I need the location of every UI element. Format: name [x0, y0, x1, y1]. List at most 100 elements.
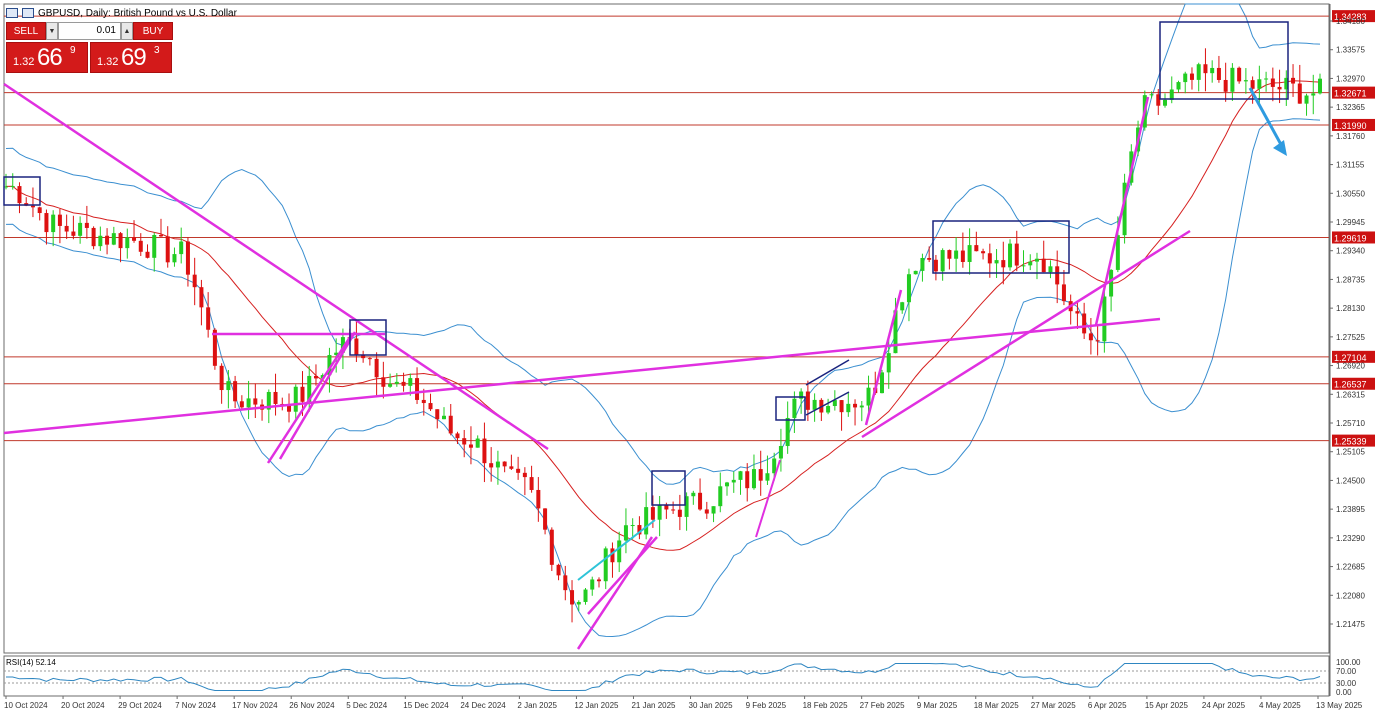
candle-body [502, 461, 507, 467]
chart-title: GBPUSD, Daily: British Pound vs U.S. Dol… [38, 7, 237, 19]
chart-window-icon[interactable] [6, 8, 18, 18]
candle-body [1055, 266, 1060, 285]
down-arrow-head [1273, 140, 1287, 156]
candle-body [725, 482, 730, 487]
candle-body [1210, 67, 1215, 74]
candle-body [1149, 94, 1154, 96]
trendline [3, 317, 1161, 435]
main-pane-border [3, 3, 1330, 654]
level-price-label: 1.25339 [1334, 437, 1367, 447]
price-tick-label: 1.25105 [1336, 448, 1365, 457]
lot-size-field[interactable]: 0.01 [58, 22, 121, 40]
bollinger-upper [5, 3, 1321, 485]
price-tick-label: 1.23895 [1336, 505, 1365, 514]
time-tick-label: 6 Apr 2025 [1088, 701, 1127, 710]
candle-body [132, 237, 137, 241]
time-tick-label: 10 Oct 2024 [4, 701, 48, 710]
candle-body [792, 398, 797, 418]
candle-body [859, 405, 864, 408]
candle-body [906, 274, 911, 303]
candle-body [1102, 296, 1107, 342]
candle-body [1277, 86, 1282, 90]
candle-body [408, 378, 413, 386]
candle-body [361, 355, 366, 359]
candle-body [1088, 333, 1093, 341]
candle-body [415, 378, 420, 400]
chart-title-bar: GBPUSD, Daily: British Pound vs U.S. Dol… [6, 6, 237, 20]
level-price-label: 1.27104 [1334, 353, 1367, 363]
time-tick-label: 18 Feb 2025 [803, 701, 848, 710]
rsi-tick-label: 30.00 [1336, 679, 1357, 688]
sell-price-button[interactable]: 1.32 66 9 [6, 42, 88, 73]
candle-body [974, 245, 979, 252]
candle-body [287, 404, 292, 412]
candle-body [111, 233, 116, 245]
candle-body [212, 329, 217, 366]
candle-body [1196, 64, 1201, 80]
candle-body [920, 257, 925, 271]
time-tick-label: 17 Nov 2024 [232, 701, 278, 710]
symbol-properties-icon[interactable] [22, 8, 34, 18]
candle-body [253, 398, 258, 405]
level-price-label: 1.26537 [1334, 380, 1367, 390]
level-price-label: 1.31990 [1334, 121, 1367, 131]
candle-body [718, 486, 723, 507]
candle-body [765, 473, 770, 481]
price-tick-label: 1.31760 [1336, 132, 1365, 141]
down-arrow-shaft [1248, 87, 1286, 151]
candle-body [1264, 78, 1269, 80]
candle-body [1122, 182, 1127, 236]
lot-decrease-icon[interactable]: ▼ [46, 22, 58, 40]
candle-body [664, 504, 669, 510]
candle-body [468, 444, 473, 448]
candle-body [630, 525, 635, 527]
price-tick-label: 1.29340 [1336, 247, 1365, 256]
trendline [864, 289, 903, 426]
price-tick-label: 1.32970 [1336, 74, 1365, 83]
sell-price-pips: 66 [37, 44, 63, 71]
candle-body [536, 489, 541, 509]
candle-body [78, 222, 83, 236]
candle-body [677, 509, 682, 517]
lot-increase-icon[interactable]: ▲ [121, 22, 133, 40]
candle-body [226, 381, 231, 391]
candle-body [522, 472, 527, 478]
time-tick-label: 13 May 2025 [1316, 701, 1363, 710]
candle-body [246, 398, 251, 408]
candle-body [125, 237, 130, 249]
candle-body [516, 468, 521, 473]
candle-body [71, 231, 76, 236]
candle-body [435, 409, 440, 420]
time-tick-label: 15 Dec 2024 [403, 701, 449, 710]
candle-body [273, 391, 278, 404]
sell-button[interactable]: SELL [6, 22, 46, 40]
time-tick-label: 27 Feb 2025 [860, 701, 905, 710]
buy-button[interactable]: BUY [133, 22, 173, 40]
price-tick-label: 1.22080 [1336, 591, 1365, 600]
candle-body [731, 479, 736, 483]
candle-body [1230, 67, 1235, 92]
level-price-tag [1332, 377, 1375, 390]
buy-price-button[interactable]: 1.32 69 3 [90, 42, 172, 73]
time-tick-label: 7 Nov 2024 [175, 701, 216, 710]
candle-body [1048, 266, 1053, 273]
trendline [278, 331, 357, 460]
candle-body [933, 259, 938, 272]
candle-body [1041, 258, 1046, 273]
candle-body [266, 391, 271, 410]
candle-body [900, 302, 905, 311]
candle-body [105, 235, 110, 245]
candle-body [1270, 78, 1275, 87]
sell-price-prefix: 1.32 [13, 56, 35, 68]
candle-body [839, 400, 844, 413]
consolidation-box [651, 470, 686, 506]
candle-body [853, 403, 858, 408]
price-tick-label: 1.30550 [1336, 189, 1365, 198]
level-price-tag [1332, 231, 1375, 244]
candle-body [428, 403, 433, 410]
candle-body [960, 250, 965, 262]
consolidation-box [1159, 21, 1289, 100]
candle-body [711, 506, 716, 514]
time-tick-label: 12 Jan 2025 [574, 701, 619, 710]
